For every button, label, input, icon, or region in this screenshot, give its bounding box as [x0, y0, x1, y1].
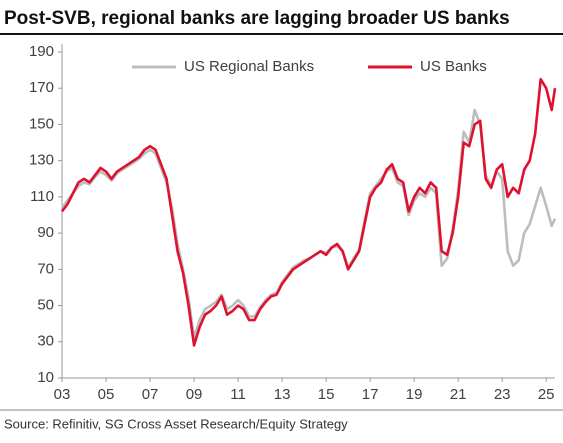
x-tick-label: 13: [274, 386, 291, 403]
x-tick-label: 17: [362, 386, 379, 403]
legend-label: US Banks: [420, 58, 487, 75]
x-tick-label: 23: [494, 386, 511, 403]
x-tick-label: 11: [230, 386, 246, 403]
x-tick-label: 19: [406, 386, 423, 403]
x-tick-label: 09: [186, 386, 203, 403]
y-tick-label: 130: [29, 152, 54, 169]
y-tick-label: 110: [30, 188, 54, 205]
x-tick-label: 21: [450, 386, 467, 403]
x-tick-label: 25: [538, 386, 555, 403]
legend-label: US Regional Banks: [184, 58, 314, 75]
y-tick-label: 10: [37, 369, 54, 386]
chart-title: Post-SVB, regional banks are lagging bro…: [4, 8, 510, 29]
series-line: [60, 77, 557, 347]
y-tick-label: 150: [29, 115, 54, 132]
source: Source: Refinitiv, SG Cross Asset Resear…: [4, 416, 348, 431]
y-tick-label: 70: [37, 260, 54, 277]
y-tick-label: 170: [29, 79, 54, 96]
y-tick-label: 50: [37, 297, 54, 314]
x-tick-label: 15: [318, 386, 335, 403]
y-tick-label: 190: [29, 43, 54, 60]
x-tick-label: 05: [98, 386, 115, 403]
y-tick-label: 90: [37, 224, 54, 241]
series-line: [60, 108, 557, 340]
x-tick-label: 07: [142, 386, 159, 403]
y-tick-label: 30: [37, 333, 54, 350]
x-tick-label: 03: [54, 386, 71, 403]
